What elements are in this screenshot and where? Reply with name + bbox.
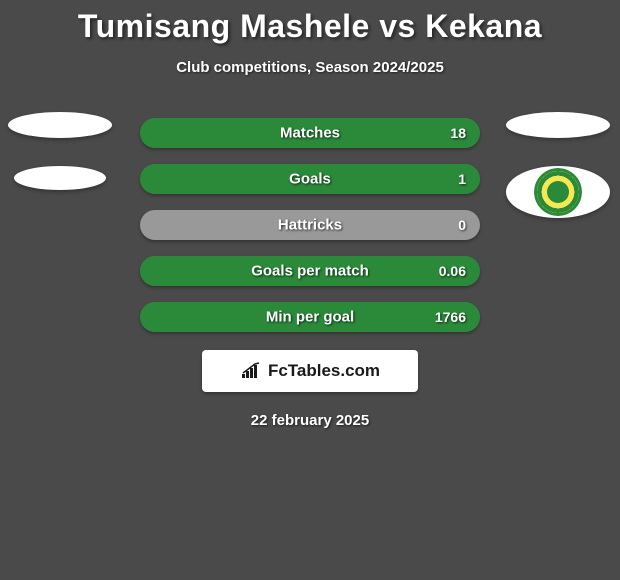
date-text: 22 february 2025 [0, 412, 620, 429]
chart-icon [240, 362, 262, 380]
comparison-content: Matches 18 Goals 1 Hattricks 0 Goals per match… [0, 118, 620, 429]
stat-label: Hattricks [278, 217, 342, 234]
stat-value-right: 1766 [435, 309, 466, 325]
stat-value-right: 1 [458, 171, 466, 187]
team-logo-icon [534, 168, 582, 216]
left-badge-2 [14, 166, 106, 190]
stat-rows: Matches 18 Goals 1 Hattricks 0 Goals per match… [140, 118, 480, 332]
page-title: Tumisang Mashele vs Kekana [0, 0, 620, 45]
right-player-badges [506, 112, 610, 246]
subtitle: Club competitions, Season 2024/2025 [0, 59, 620, 76]
left-player-badges [8, 112, 112, 218]
left-badge-1 [8, 112, 112, 138]
brand-text: FcTables.com [268, 361, 380, 381]
stat-label: Goals [289, 171, 331, 188]
stat-label: Goals per match [251, 263, 369, 280]
brand-box[interactable]: FcTables.com [202, 350, 418, 392]
stat-value-right: 18 [450, 125, 466, 141]
stat-label: Matches [280, 125, 340, 142]
stat-row: Min per goal 1766 [140, 302, 480, 332]
stat-row: Hattricks 0 [140, 210, 480, 240]
stat-value-right: 0 [458, 217, 466, 233]
stat-row: Matches 18 [140, 118, 480, 148]
stat-label: Min per goal [266, 309, 354, 326]
right-badge-1 [506, 112, 610, 138]
stat-row: Goals per match 0.06 [140, 256, 480, 286]
stat-value-right: 0.06 [439, 263, 466, 279]
stat-row: Goals 1 [140, 164, 480, 194]
right-badge-2 [506, 166, 610, 218]
